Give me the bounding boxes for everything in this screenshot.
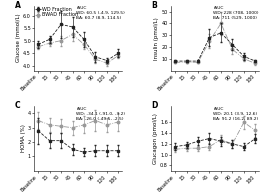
Y-axis label: Glucagon (pmol/L): Glucagon (pmol/L) bbox=[153, 113, 158, 164]
Text: C: C bbox=[15, 101, 20, 110]
Text: A: A bbox=[15, 1, 20, 10]
Text: iAUC
WD: -34.1 (-91.0, -3.2)
BA: -26.0 (-49.5, -2.5): iAUC WD: -34.1 (-91.0, -3.2) BA: -26.0 (… bbox=[77, 107, 125, 121]
Text: iAUC
WD: 228 (708, 1000)
BA: 711 (529, 1000): iAUC WD: 228 (708, 1000) BA: 711 (529, 1… bbox=[214, 6, 259, 20]
Y-axis label: Glucose (mmol/L): Glucose (mmol/L) bbox=[16, 14, 21, 62]
Y-axis label: HOMA (%): HOMA (%) bbox=[21, 125, 26, 152]
Y-axis label: Insulin (pmol/L): Insulin (pmol/L) bbox=[155, 17, 160, 60]
Text: iAUC
WD: 20.1 (3.9, 12.6)
BA: 91.2 (16.2, 89.2): iAUC WD: 20.1 (3.9, 12.6) BA: 91.2 (16.2… bbox=[214, 107, 259, 121]
Text: iAUC
WD: 60.5 (-4.9, 129.5)
BA: 60.7 (8.9, 114.5): iAUC WD: 60.5 (-4.9, 129.5) BA: 60.7 (8.… bbox=[77, 6, 125, 20]
Legend: WD Fraction, BWAD Fraction: WD Fraction, BWAD Fraction bbox=[35, 6, 79, 18]
Text: B: B bbox=[152, 1, 157, 10]
Text: D: D bbox=[152, 101, 158, 110]
